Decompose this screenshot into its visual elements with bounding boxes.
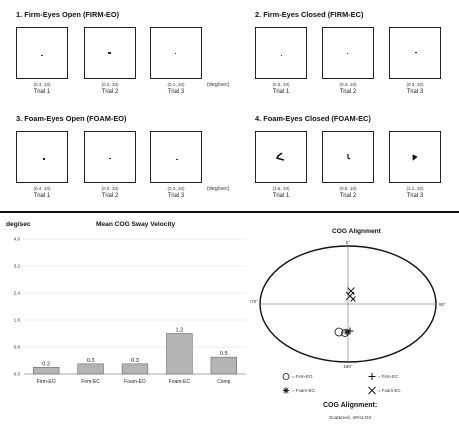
alignment-status-title: COG Alignment:: [323, 402, 378, 409]
y-tick-label: 3.2: [14, 264, 21, 269]
bar: [166, 333, 193, 375]
trial-box-firm-eo-1: [16, 27, 68, 79]
y-tick-label: 1.6: [14, 318, 21, 323]
unit-label: (deg/sec): [207, 186, 230, 192]
trial-box-firm-ec-1: [255, 27, 307, 79]
sway-trace: [109, 158, 111, 159]
marker-star: [343, 328, 351, 336]
trial-box-foam-ec-1: [255, 131, 307, 183]
trial-coord: (1.1, 10): [406, 186, 424, 191]
bar-value-label: 0.2: [42, 361, 50, 367]
trial-label: Trial 2: [339, 193, 357, 199]
bar: [210, 356, 237, 375]
section-title-firm-eo: 1. Firm-Eyes Open (FIRM-EO): [16, 10, 120, 19]
trial-box-foam-eo-3: [150, 131, 202, 183]
alignment-status: Scattered, 40%LOS: [329, 416, 372, 421]
legend-label: = Foam-EC: [378, 388, 401, 393]
trial-box-firm-eo-2: [84, 27, 136, 79]
y-tick-label: 0.0: [14, 372, 21, 377]
bar-chart: 0.0 0.8 1.6 2.4 3.2 4.0 0.2 Firm-EO 0.3 Firm-EC 0.…: [14, 237, 246, 385]
x-tick-label: Firm-EC: [81, 379, 100, 385]
marker-x: [347, 287, 355, 295]
trial-coord: (0.3, 10): [167, 186, 185, 191]
trial-box-firm-eo-3: [150, 27, 202, 79]
trial-coord: (0.3, 10): [33, 82, 51, 87]
trial-coord: (0.4, 10): [101, 82, 119, 87]
trial-box-foam-eo-1: [16, 131, 68, 183]
sway-trace: [176, 159, 178, 160]
marker-x: [368, 386, 376, 395]
sway-trace: [347, 53, 348, 54]
trial-coord: (0.1, 10): [167, 82, 185, 87]
sway-trace: [412, 154, 418, 161]
x-tick-label: Foam-EC: [169, 379, 191, 385]
section-title-foam-ec: 4. Foam-Eyes Closed (FOAM-EC): [255, 114, 371, 123]
angle-label-180: 180°: [343, 364, 353, 369]
trial-coord: (0.3, 10): [101, 186, 119, 191]
bar-value-label: 0.5: [220, 351, 228, 357]
trial-box-firm-ec-2: [322, 27, 374, 79]
alignment-chart: 0° 180° 90° 270° = Firm-EO = Firm-EC = Foam-EO…: [250, 240, 446, 395]
bar: [77, 363, 104, 375]
unit-label: (deg/sec): [207, 82, 230, 88]
sway-trace: [275, 152, 285, 161]
angle-label-90: 90°: [439, 302, 446, 307]
x-tick-label: Comp: [217, 379, 231, 385]
bar-value-label: 0.3: [131, 358, 139, 364]
trial-box-foam-ec-2: [322, 131, 374, 183]
trial-coord: (1.6, 10): [272, 186, 290, 191]
trial-box-firm-ec-3: [389, 27, 441, 79]
sway-trace: [415, 52, 417, 53]
trial-label: Trial 3: [406, 89, 424, 95]
angle-label-0: 0°: [346, 240, 351, 245]
y-tick-label: 0.8: [14, 345, 21, 350]
bar-chart-title: Mean COG Sway Velocity: [96, 221, 176, 228]
angle-label-270: 270°: [250, 299, 258, 304]
marker-star: [282, 387, 290, 394]
section-title-firm-ec: 2. Firm-Eyes Closed (FIRM-EC): [255, 10, 364, 19]
y-tick-label: 4.0: [14, 237, 21, 242]
trial-label: Trial 3: [167, 89, 185, 95]
x-tick-label: Firm-EO: [37, 379, 56, 385]
trial-label: Trial 1: [272, 193, 290, 199]
trial-coord: (0.3, 10): [272, 82, 290, 87]
legend-label: = Firm-EO: [292, 374, 313, 379]
marker-plus: [368, 373, 376, 380]
trial-label: Trial 2: [101, 89, 119, 95]
bar: [33, 367, 60, 375]
x-tick-label: Foam-EO: [124, 379, 146, 385]
bar: [121, 363, 149, 375]
trial-label: Trial 1: [33, 89, 51, 95]
trial-coord: (0.3, 10): [406, 82, 424, 87]
section-title-foam-eo: 3. Foam-Eyes Open (FOAM-EO): [16, 114, 127, 123]
trial-coord: (0.8, 10): [339, 186, 357, 191]
trial-label: Trial 1: [33, 193, 51, 199]
marker-circle: [334, 327, 344, 337]
alignment-title: COG Alignment: [332, 228, 381, 235]
sway-trace: [175, 53, 176, 54]
trial-label: Trial 2: [339, 89, 357, 95]
trial-box-foam-ec-3: [389, 131, 441, 183]
trial-label: Trial 3: [406, 193, 424, 199]
legend-label: = Firm-EC: [378, 374, 398, 379]
trial-coord: (0.3, 10): [339, 82, 357, 87]
sway-trace: [43, 158, 45, 160]
marker-x: [350, 296, 356, 302]
trial-box-foam-eo-2: [84, 131, 136, 183]
bar-value-label: 0.3: [87, 358, 95, 364]
trial-label: Trial 1: [272, 89, 290, 95]
legend-label: = Foam-EO: [292, 388, 315, 393]
sway-trace: [347, 154, 351, 160]
trial-label: Trial 3: [167, 193, 185, 199]
section-divider: [0, 211, 459, 213]
trial-label: Trial 2: [101, 193, 119, 199]
sway-trace: [108, 52, 111, 54]
trial-coord: (0.4, 10): [33, 186, 51, 191]
sway-trace: [41, 55, 43, 56]
bar-value-label: 1.2: [176, 328, 184, 334]
bar-chart-ylabel: deg/sec: [6, 221, 31, 228]
sway-trace: [281, 55, 282, 56]
marker-circle: [282, 373, 290, 380]
y-tick-label: 2.4: [14, 291, 21, 296]
